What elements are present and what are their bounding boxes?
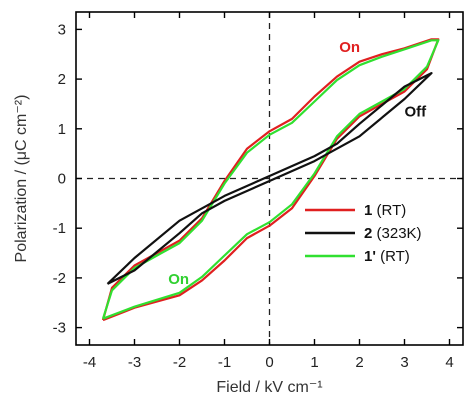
y-tick-label: -2 [53,270,66,287]
x-tick-label: 1 [310,354,318,371]
legend-entry: 2 (323K) [364,225,422,242]
annotations: On Off On [168,39,427,288]
y-tick-label: 1 [58,121,66,138]
x-tick-label: -4 [83,354,96,371]
series-line-1 [101,39,440,320]
y-tick-label: 2 [58,71,66,88]
y-axis-label: Polarization / (μC cm⁻²) [13,95,30,263]
series-layer [101,38,440,322]
legend-entry: 1 (RT) [364,202,406,219]
x-tick-label: 3 [400,354,408,371]
legend-entry: 1' (RT) [364,248,410,265]
x-tick-label: 0 [265,354,273,371]
reference-lines [76,12,463,345]
y-tick-label: 3 [58,21,66,38]
series-line-2 [106,72,433,285]
y-tick-label: -3 [53,320,66,337]
x-axis-label: Field / kV cm⁻¹ [216,379,322,396]
curve-annotation: On [339,39,360,56]
y-tick-label: -1 [53,220,66,237]
y-tick-label: 0 [58,171,66,188]
x-tick-label: -3 [128,354,141,371]
x-tick-label: 4 [445,354,453,371]
x-tick-label: -2 [173,354,186,371]
x-tick-label: 2 [355,354,363,371]
x-tick-label: -1 [218,354,231,371]
curve-annotation: On [168,271,189,288]
legend: 1 (RT) 2 (323K) 1' (RT) [305,202,422,265]
axis-ticks: -4 -3 -2 -1 0 1 2 3 4 -3 -2 -1 0 1 2 3 [53,12,463,371]
curve-annotation: Off [405,103,428,120]
